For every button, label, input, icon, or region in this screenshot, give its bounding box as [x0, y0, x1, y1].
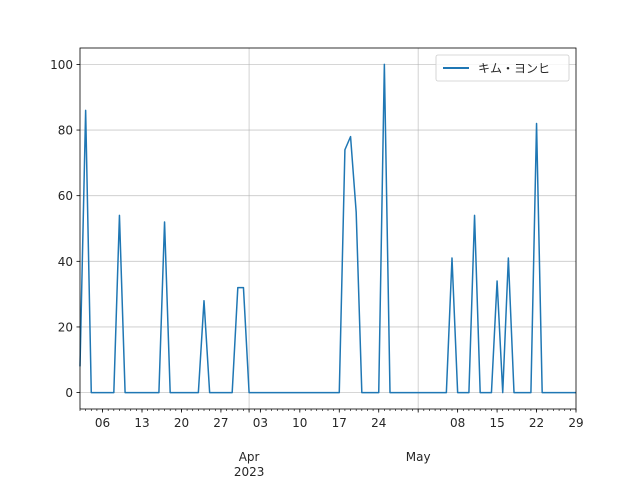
x-tick-label: 22	[529, 416, 544, 430]
x-month-label: Apr	[239, 450, 260, 464]
y-tick-label: 100	[50, 58, 73, 72]
series-line	[79, 63, 576, 394]
y-tick-label: 0	[65, 386, 73, 400]
x-tick-label: 24	[371, 416, 386, 430]
series-layer	[79, 63, 576, 394]
x-tick-label: 06	[95, 416, 110, 430]
y-tick-label: 40	[58, 255, 73, 269]
legend-label: キム・ヨンヒ	[478, 62, 550, 76]
legend: キム・ヨンヒ	[435, 54, 570, 82]
x-month-label: May	[406, 450, 431, 464]
series-group	[79, 63, 576, 394]
y-tick-label: 60	[58, 189, 73, 203]
x-tick-label: 10	[292, 416, 307, 430]
ticks: 0 20 40 60 80 100 06 13 20 27 03 10 17 24 08 15 22 29 Apr2…	[50, 58, 584, 479]
y-tick-label: 80	[58, 124, 73, 138]
x-tick-label: 13	[134, 416, 149, 430]
x-tick-label: 29	[568, 416, 583, 430]
y-tick-label: 20	[58, 320, 73, 334]
x-tick-label: 17	[332, 416, 347, 430]
x-tick-label: 03	[253, 416, 268, 430]
x-year-label: 2023	[234, 465, 265, 479]
plot-area	[80, 48, 576, 409]
x-tick-label: 20	[174, 416, 189, 430]
legend-box	[435, 54, 570, 82]
x-tick-label: 15	[489, 416, 504, 430]
x-tick-label: 08	[450, 416, 465, 430]
x-tick-label: 27	[213, 416, 228, 430]
